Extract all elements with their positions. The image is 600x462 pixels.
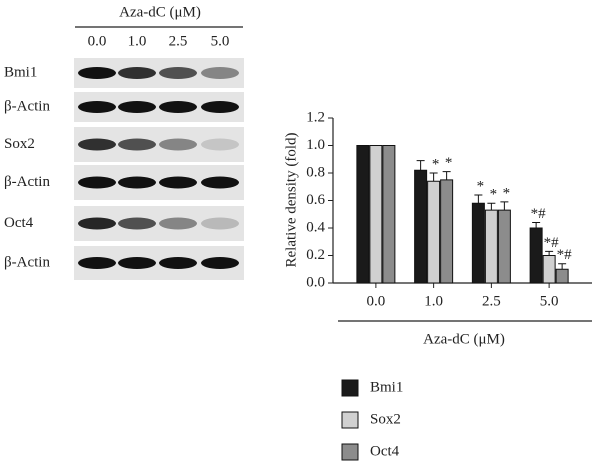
legend-swatch (341, 379, 359, 397)
blot-band (78, 67, 116, 79)
x-tick-label: 1.0 (424, 293, 443, 309)
bar (471, 202, 485, 284)
blot-band (201, 138, 239, 151)
blot-band (159, 101, 197, 113)
blot-band (78, 217, 116, 230)
blot-band (201, 217, 239, 230)
error-bar (416, 160, 425, 171)
legend-swatch (341, 411, 359, 429)
error-bar (532, 222, 541, 228)
error-bar (474, 194, 483, 204)
lane-label: 5.0 (211, 33, 230, 49)
y-tick-label: 0.8 (306, 164, 325, 180)
significance-mark: *# (544, 235, 560, 251)
blot-row-label: Oct4 (4, 215, 34, 231)
blot-band (159, 217, 197, 230)
error-bar (558, 263, 567, 270)
blot-band (159, 257, 197, 269)
blot-row-label: β-Actin (4, 254, 50, 270)
blot-band (159, 138, 197, 151)
blot-band (118, 257, 156, 269)
y-tick-label: 1.2 (306, 109, 325, 125)
significance-mark: * (432, 156, 440, 172)
blot-band (78, 176, 116, 189)
bar (369, 145, 383, 284)
x-axis-label: Aza-dC (μM) (423, 331, 505, 347)
blot-band (78, 257, 116, 269)
legend-label: Bmi1 (370, 379, 403, 395)
significance-mark: * (503, 185, 511, 201)
significance-mark: *# (557, 247, 573, 263)
blot-band (118, 176, 156, 189)
bar (542, 255, 556, 284)
lane-label: 2.5 (169, 33, 188, 49)
x-tick-label: 2.5 (482, 293, 501, 309)
error-bar (500, 201, 509, 211)
blot-band (201, 176, 239, 189)
bar (555, 268, 569, 284)
bar (356, 145, 370, 284)
y-tick-label: 1.0 (306, 137, 325, 153)
legend-swatch (341, 443, 359, 461)
blot-title: Aza-dC (μM) (119, 4, 201, 20)
legend-label: Sox2 (370, 411, 401, 427)
bar (382, 145, 396, 284)
y-tick-label: 0.2 (306, 247, 325, 263)
error-bar (545, 250, 554, 256)
blot-band (118, 138, 156, 151)
blot-band (78, 101, 116, 113)
bar (529, 227, 543, 284)
significance-mark: * (477, 178, 485, 194)
blot-band (78, 138, 116, 151)
y-tick-label: 0.0 (306, 274, 325, 290)
significance-mark: *# (531, 206, 547, 222)
blot-band (118, 67, 156, 79)
blot-band (159, 67, 197, 79)
significance-mark: * (445, 155, 453, 171)
blot-row-label: Bmi1 (4, 64, 37, 80)
blot-row-label: Sox2 (4, 136, 35, 152)
error-bar (429, 172, 438, 182)
blot-band (159, 176, 197, 189)
bar (414, 169, 428, 284)
x-tick-label: 0.0 (367, 293, 386, 309)
blot-row-label: β-Actin (4, 98, 50, 114)
lane-label: 1.0 (128, 33, 147, 49)
x-tick-label: 5.0 (540, 293, 559, 309)
significance-mark: * (490, 187, 498, 203)
bar (497, 209, 511, 284)
y-tick-label: 0.6 (306, 192, 325, 208)
y-axis-label: Relative density (fold) (283, 133, 299, 268)
bar (484, 209, 498, 284)
blot-band (201, 257, 239, 269)
blot-band (118, 217, 156, 230)
bar (440, 179, 454, 284)
blot-band (118, 101, 156, 113)
y-tick-label: 0.4 (306, 219, 325, 235)
blot-band (201, 67, 239, 79)
lane-label: 0.0 (88, 33, 107, 49)
bar (427, 180, 441, 284)
error-bar (487, 202, 496, 211)
legend-label: Oct4 (370, 443, 400, 459)
blot-band (201, 101, 239, 113)
blot-row-label: β-Actin (4, 174, 50, 190)
error-bar (442, 171, 451, 180)
